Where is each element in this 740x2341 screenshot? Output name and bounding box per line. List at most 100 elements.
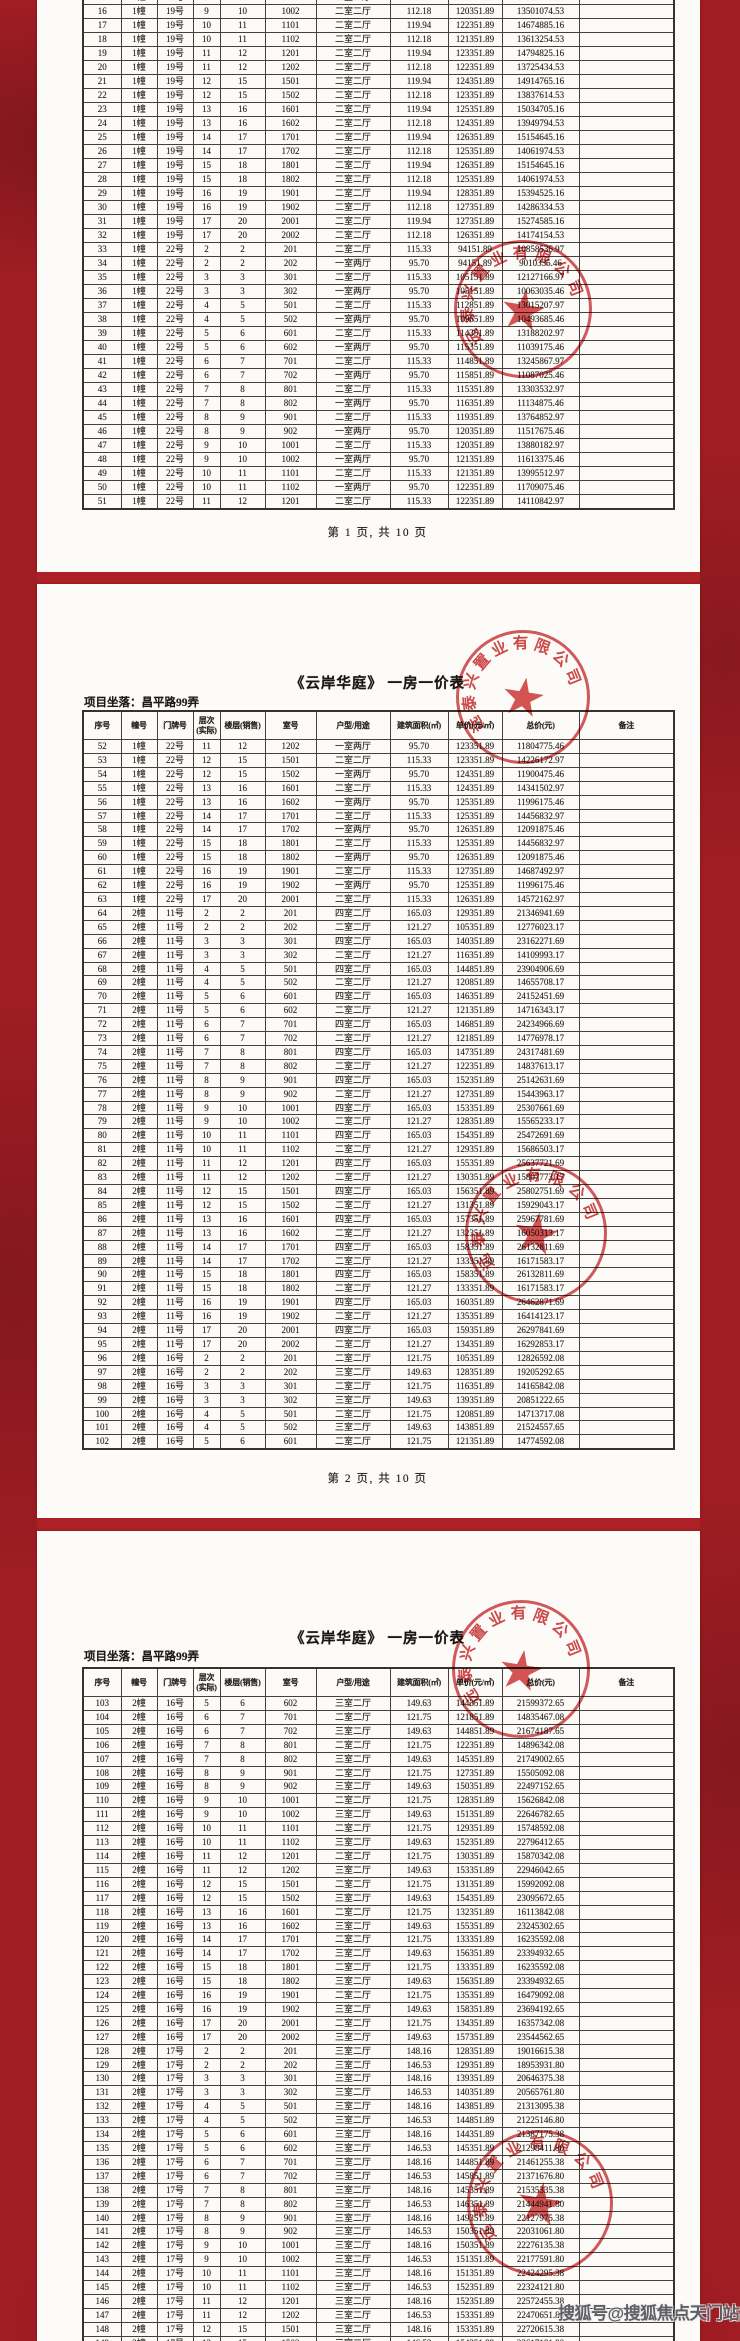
cell-total-price: 14776978.17 xyxy=(501,1031,580,1046)
cell-floor-actual: 9 xyxy=(192,1100,221,1116)
cell-unit-price: 129351.89 xyxy=(447,1821,503,1837)
cell-building: 1幢 xyxy=(120,739,158,754)
cell-total-price: 23245302.65 xyxy=(501,1918,580,1934)
cell-serial: 40 xyxy=(82,340,122,355)
cell-building: 1幢 xyxy=(120,172,158,187)
cell-area: 115.33 xyxy=(389,891,449,907)
table-row: 74 2幢 11号 7 8 801 四室二厅 165.03 147351.89 24317481.… xyxy=(82,1044,675,1060)
cell-unit-price: 105351.89 xyxy=(447,1350,503,1366)
cell-floor-actual: 4 xyxy=(192,961,221,977)
table-row: 122 2幢 16号 15 18 1801 二室二厅 121.75 133351.89 16235… xyxy=(82,1960,675,1976)
cell-room-no: 1501 xyxy=(264,1876,317,1892)
cell-door-no: 19号 xyxy=(156,228,194,243)
cell-door-no: 17号 xyxy=(156,2043,194,2059)
cell-area: 121.75 xyxy=(389,1960,449,1976)
cell-floor-actual: 14 xyxy=(192,1239,221,1255)
cell-unit-price: 122351.89 xyxy=(447,18,503,33)
cell-floor-actual: 17 xyxy=(192,1336,221,1352)
cell-floor-sale: 16 xyxy=(219,1211,266,1227)
col-header-building: 幢号 xyxy=(120,1667,158,1697)
cell-serial: 95 xyxy=(82,1336,122,1352)
cell-area: 121.75 xyxy=(389,1350,449,1366)
cell-building: 2幢 xyxy=(120,1946,158,1962)
cell-area: 95.70 xyxy=(389,452,449,467)
cell-serial: 132 xyxy=(82,2099,122,2115)
cell-remark xyxy=(578,1128,675,1144)
cell-floor-sale: 7 xyxy=(219,2154,266,2170)
cell-area: 95.70 xyxy=(389,822,449,838)
cell-room-no: 1702 xyxy=(264,1946,317,1962)
cell-area: 119.94 xyxy=(389,74,449,89)
table-row: 61 1幢 22号 16 19 1901 二室二厅 115.33 127351.89 146874… xyxy=(82,864,675,880)
cell-area: 112.18 xyxy=(389,172,449,187)
cell-unit-type: 三室二厅 xyxy=(315,1779,391,1795)
table-row: 21 1幢 19号 12 15 1501 二室二厅 119.94 124351.89 149147… xyxy=(82,74,675,89)
cell-serial: 54 xyxy=(82,766,122,782)
cell-area: 165.03 xyxy=(389,1017,449,1033)
cell-unit-price: 146351.89 xyxy=(447,989,503,1005)
cell-floor-actual: 4 xyxy=(192,1420,221,1436)
table-row: 44 1幢 22号 7 8 802 一室两厅 95.70 116351.89 11134875.4… xyxy=(82,396,675,411)
cell-unit-price: 121351.89 xyxy=(447,1003,503,1019)
cell-floor-sale: 7 xyxy=(219,2168,266,2184)
cell-door-no: 17号 xyxy=(156,2085,194,2101)
document-title: 《云岸华庭》 一房一价表 xyxy=(289,676,466,692)
cell-remark xyxy=(578,1031,675,1046)
cell-floor-sale: 16 xyxy=(219,1225,266,1241)
cell-floor-sale: 11 xyxy=(219,32,266,47)
cell-remark xyxy=(578,864,675,880)
table-row: 53 1幢 22号 12 15 1501 二室二厅 115.33 123351.89 142261… xyxy=(82,752,675,768)
cell-area: 146.53 xyxy=(389,2085,449,2101)
cell-door-no: 16号 xyxy=(156,1723,194,1739)
col-header-room-no: 室号 xyxy=(264,1667,317,1697)
seal-arc-char: 远 xyxy=(463,325,487,348)
cell-unit-type: 一室两厅 xyxy=(315,739,391,754)
cell-total-price: 16235592.08 xyxy=(501,1960,580,1976)
cell-room-no: 2001 xyxy=(264,2015,317,2031)
cell-serial: 131 xyxy=(82,2085,122,2101)
cell-floor-sale: 20 xyxy=(219,228,266,243)
cell-floor-sale: 19 xyxy=(219,1309,266,1325)
cell-floor-sale: 12 xyxy=(219,2293,266,2309)
cell-floor-sale: 2 xyxy=(219,2043,266,2059)
cell-area: 115.33 xyxy=(389,438,449,453)
cell-door-no: 22号 xyxy=(156,836,194,852)
cell-serial: 74 xyxy=(82,1044,122,1060)
table-row: 97 2幢 16号 2 2 202 三室二厅 149.63 128351.89 19205292.… xyxy=(82,1364,675,1380)
cell-floor-actual: 6 xyxy=(192,354,221,369)
cell-building: 1幢 xyxy=(120,438,158,453)
cell-remark xyxy=(578,102,675,117)
cell-room-no: 601 xyxy=(264,1434,317,1450)
cell-unit-type: 三室二厅 xyxy=(315,2335,391,2341)
cell-serial: 26 xyxy=(82,144,122,159)
cell-remark xyxy=(578,1988,675,2003)
cell-total-price: 21225146.80 xyxy=(501,2113,580,2129)
cell-floor-sale: 10 xyxy=(219,1807,266,1823)
cell-floor-sale: 12 xyxy=(219,494,266,510)
cell-room-no: 1601 xyxy=(264,102,317,117)
cell-room-no: 202 xyxy=(264,2057,317,2073)
cell-floor-sale: 11 xyxy=(219,2280,266,2295)
cell-room-no: 1802 xyxy=(264,850,317,866)
cell-building: 1幢 xyxy=(120,794,158,810)
cell-door-no: 17号 xyxy=(156,2154,194,2170)
cell-floor-sale: 18 xyxy=(219,1974,266,1990)
cell-room-no: 201 xyxy=(264,2043,317,2059)
cell-door-no: 17号 xyxy=(156,2293,194,2309)
cell-remark xyxy=(578,494,675,510)
seal-arc-char: 远 xyxy=(475,1250,498,1273)
cell-floor-actual: 7 xyxy=(192,1737,221,1753)
cell-floor-actual: 12 xyxy=(192,752,221,768)
cell-area: 121.75 xyxy=(389,1406,449,1422)
cell-floor-sale: 3 xyxy=(219,933,266,949)
cell-area: 119.94 xyxy=(389,186,449,201)
seal-arc-char: 兴 xyxy=(470,1206,492,1227)
cell-floor-sale: 5 xyxy=(219,312,266,327)
cell-total-price: 14572162.97 xyxy=(501,891,580,907)
cell-area: 149.63 xyxy=(389,1918,449,1934)
cell-serial: 22 xyxy=(82,88,122,103)
col-header-serial: 序号 xyxy=(82,710,122,740)
cell-area: 115.33 xyxy=(389,298,449,313)
cell-serial: 51 xyxy=(82,494,122,510)
cell-floor-actual: 4 xyxy=(192,1406,221,1422)
